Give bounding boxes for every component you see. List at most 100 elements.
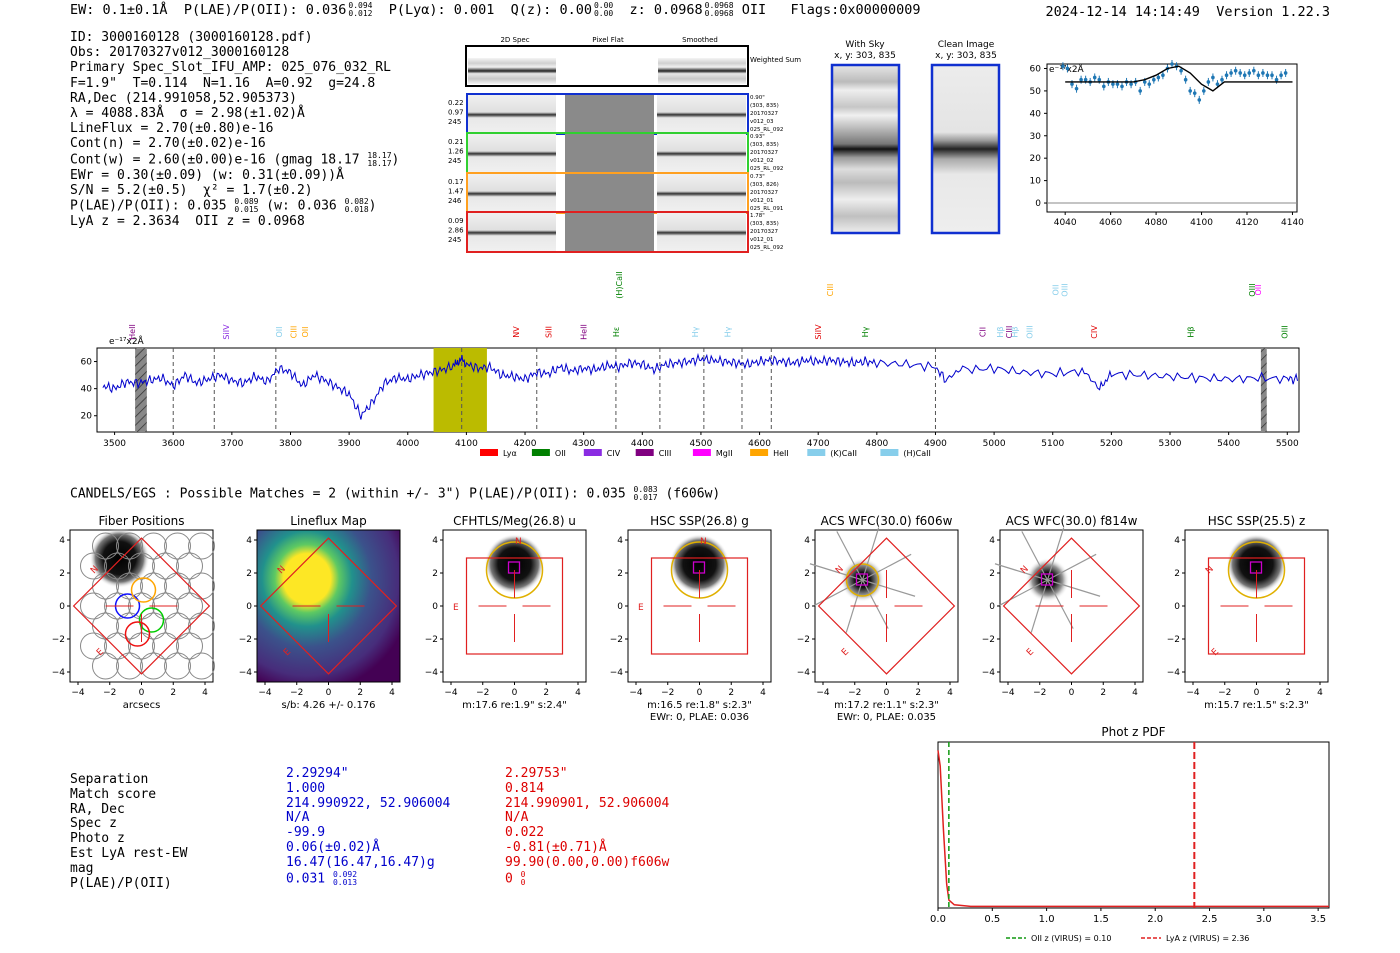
spec2d-row-right-label: v012_03 bbox=[750, 119, 774, 125]
zoom-data-point bbox=[1083, 77, 1088, 82]
spectral-line-label: OII bbox=[1052, 284, 1061, 295]
spectral-line-label: HeII bbox=[580, 324, 589, 340]
spec2d-row-right-label: 20170327 bbox=[750, 229, 778, 235]
full-spectrum-plot: e⁻¹⁷x2Å 3500 3600 3700 3800 3900 4000 4100 4200 4… bbox=[81, 271, 1300, 458]
spec2d-panel: 2D Spec Pixel Flat Smoothed Weighted Sum… bbox=[448, 36, 801, 253]
match1-value: -99.9 bbox=[286, 825, 326, 841]
spectral-line-label: Hγ bbox=[691, 326, 700, 337]
legend-label: CIV bbox=[607, 449, 621, 458]
info-plae-lo: 0.015 bbox=[234, 205, 259, 215]
match1-column: 2.29294" 1.000 214.990922, 52.906004 N/A… bbox=[286, 766, 450, 887]
cutout-xtick-label: 0 bbox=[326, 688, 332, 698]
ifu-footprint bbox=[650, 557, 749, 655]
info-block: ID: 3000160128 (3000160128.pdf) Obs: 2017… bbox=[70, 30, 399, 229]
spectral-line-label: Hγ bbox=[723, 326, 732, 337]
spectral-line-label: CII bbox=[978, 327, 987, 337]
cutout-ytick-label: 4 bbox=[59, 536, 65, 546]
header-z-lo: 0.0968 bbox=[704, 9, 734, 18]
zoom-xtick-label: 4120 bbox=[1236, 218, 1259, 228]
spec2d-row-right-label: 0.93" bbox=[750, 134, 765, 140]
spectral-line-label: Hβ bbox=[996, 326, 1005, 337]
cutout-ytick-label: 4 bbox=[617, 536, 623, 546]
fiber-circle bbox=[80, 552, 107, 580]
cutout-xtick-label: 0 bbox=[697, 688, 703, 698]
cutout-xtick-label: −4 bbox=[444, 688, 458, 698]
cutout-xtick-label: −4 bbox=[258, 688, 272, 698]
match2-value: 0.814 bbox=[505, 780, 545, 796]
photz-frame bbox=[937, 741, 1330, 909]
spec2d-row-right-label: 025_RL_091 bbox=[750, 206, 783, 212]
compass-east: E bbox=[638, 603, 644, 613]
fiber-circle bbox=[116, 572, 143, 600]
pixel-flat-image bbox=[565, 95, 654, 133]
fiber-circle bbox=[104, 632, 131, 660]
photz-legend-lya: LyA z (VIRUS) = 2.36 bbox=[1166, 934, 1249, 943]
cutout-ytick-label: 2 bbox=[804, 569, 810, 579]
full-frame bbox=[96, 347, 1300, 433]
cutout-ytick-label: 0 bbox=[617, 602, 623, 612]
match1-plae: 0.031 bbox=[286, 871, 326, 887]
spec2d-smoothed-image bbox=[657, 213, 746, 251]
full-xtick-label: 3700 bbox=[220, 439, 243, 449]
match-labels: Separation Match score RA, Dec Spec z Ph… bbox=[70, 767, 187, 891]
ifu-footprint bbox=[817, 537, 956, 675]
cutout-image-frame bbox=[814, 529, 959, 683]
match-label: Spec z bbox=[70, 816, 117, 832]
info-plae-w-lo: 0.018 bbox=[344, 205, 369, 215]
zoom-data-point bbox=[1179, 68, 1183, 73]
cutout-ytick-label: −2 bbox=[239, 635, 252, 645]
match-label: P(LAE)/P(OII) bbox=[70, 875, 172, 891]
fiber-circle bbox=[188, 612, 215, 640]
legend-label: (H)CaII bbox=[903, 449, 930, 458]
info-line: Cont(n) = 2.70(±0.02)e-16 bbox=[70, 136, 266, 152]
spec2d-row-right-label: (303, 835) bbox=[750, 221, 779, 227]
match2-plae-lo: 0 bbox=[520, 877, 526, 887]
cutouts-title-hi: 0.083 bbox=[633, 485, 658, 494]
cutout-ytick-label: 0 bbox=[246, 602, 252, 612]
cutout-caption: EWr: 0, PLAE: 0.035 bbox=[837, 712, 936, 723]
spec2d-smoothed-image bbox=[657, 95, 746, 133]
fiber-circle bbox=[164, 572, 191, 600]
cutout-ytick-label: −4 bbox=[610, 668, 624, 678]
compass-east: E bbox=[1025, 647, 1036, 658]
cutout-xtick-label: 2 bbox=[1285, 688, 1291, 698]
cutout-panel: Fiber Positions N E −4 −2 0 2 4 4 2 0 −2 −4 arcsecs bbox=[52, 514, 215, 711]
legend-swatch bbox=[531, 449, 550, 456]
spec2d-row-left-label: 2.86 bbox=[448, 227, 464, 235]
cutout-ytick-label: 0 bbox=[989, 602, 995, 612]
photz-xtick-label: 3.5 bbox=[1310, 914, 1326, 925]
zoom-data-point bbox=[1102, 84, 1106, 89]
cutout-xtick-label: −4 bbox=[71, 688, 85, 698]
diffraction-spike bbox=[1047, 579, 1101, 597]
match2-plae-hi: 0 bbox=[520, 869, 526, 879]
fiber-circle bbox=[92, 612, 119, 640]
zoom-data-point bbox=[1229, 71, 1233, 75]
spec2d-smoothed-image bbox=[657, 134, 746, 172]
cutout-ytick-label: 0 bbox=[1174, 602, 1180, 612]
source-blob bbox=[669, 534, 730, 594]
info-plae-w-hi: 0.082 bbox=[344, 197, 369, 207]
full-xtick-label: 3800 bbox=[279, 439, 302, 449]
fiber-circle bbox=[152, 552, 179, 580]
match2-value: 214.990901, 52.906004 bbox=[505, 795, 670, 811]
legend-swatch bbox=[880, 449, 899, 456]
cutout-xtick-label: −2 bbox=[1033, 688, 1046, 698]
header-version: Version 1.22.3 bbox=[1216, 4, 1330, 20]
diffraction-spike bbox=[1021, 531, 1049, 581]
spectral-line-label: Hβ bbox=[1187, 326, 1196, 337]
ifu-footprint bbox=[1002, 537, 1141, 675]
cutout-title: ACS WFC(30.0) f606w bbox=[821, 514, 953, 528]
compass-north: N bbox=[700, 537, 707, 547]
cutout-ytick-label: −2 bbox=[797, 635, 810, 645]
spec2d-row-right-label: (303, 835) bbox=[750, 103, 779, 109]
zoom-data-point bbox=[1252, 68, 1256, 73]
zoom-data-point bbox=[1074, 86, 1079, 91]
spec2d-col-title: Smoothed bbox=[682, 36, 718, 44]
header-qz: Q(z): 0.00 bbox=[510, 2, 592, 18]
photz-xtick-label: 2.0 bbox=[1147, 914, 1163, 925]
match-label: Est LyA rest-EW bbox=[70, 845, 188, 861]
compass-east: E bbox=[840, 647, 851, 658]
spec2d-row-right-label: v012_02 bbox=[750, 158, 774, 164]
match2-value: N/A bbox=[505, 810, 529, 826]
cutout-ytick-label: −2 bbox=[52, 635, 65, 645]
